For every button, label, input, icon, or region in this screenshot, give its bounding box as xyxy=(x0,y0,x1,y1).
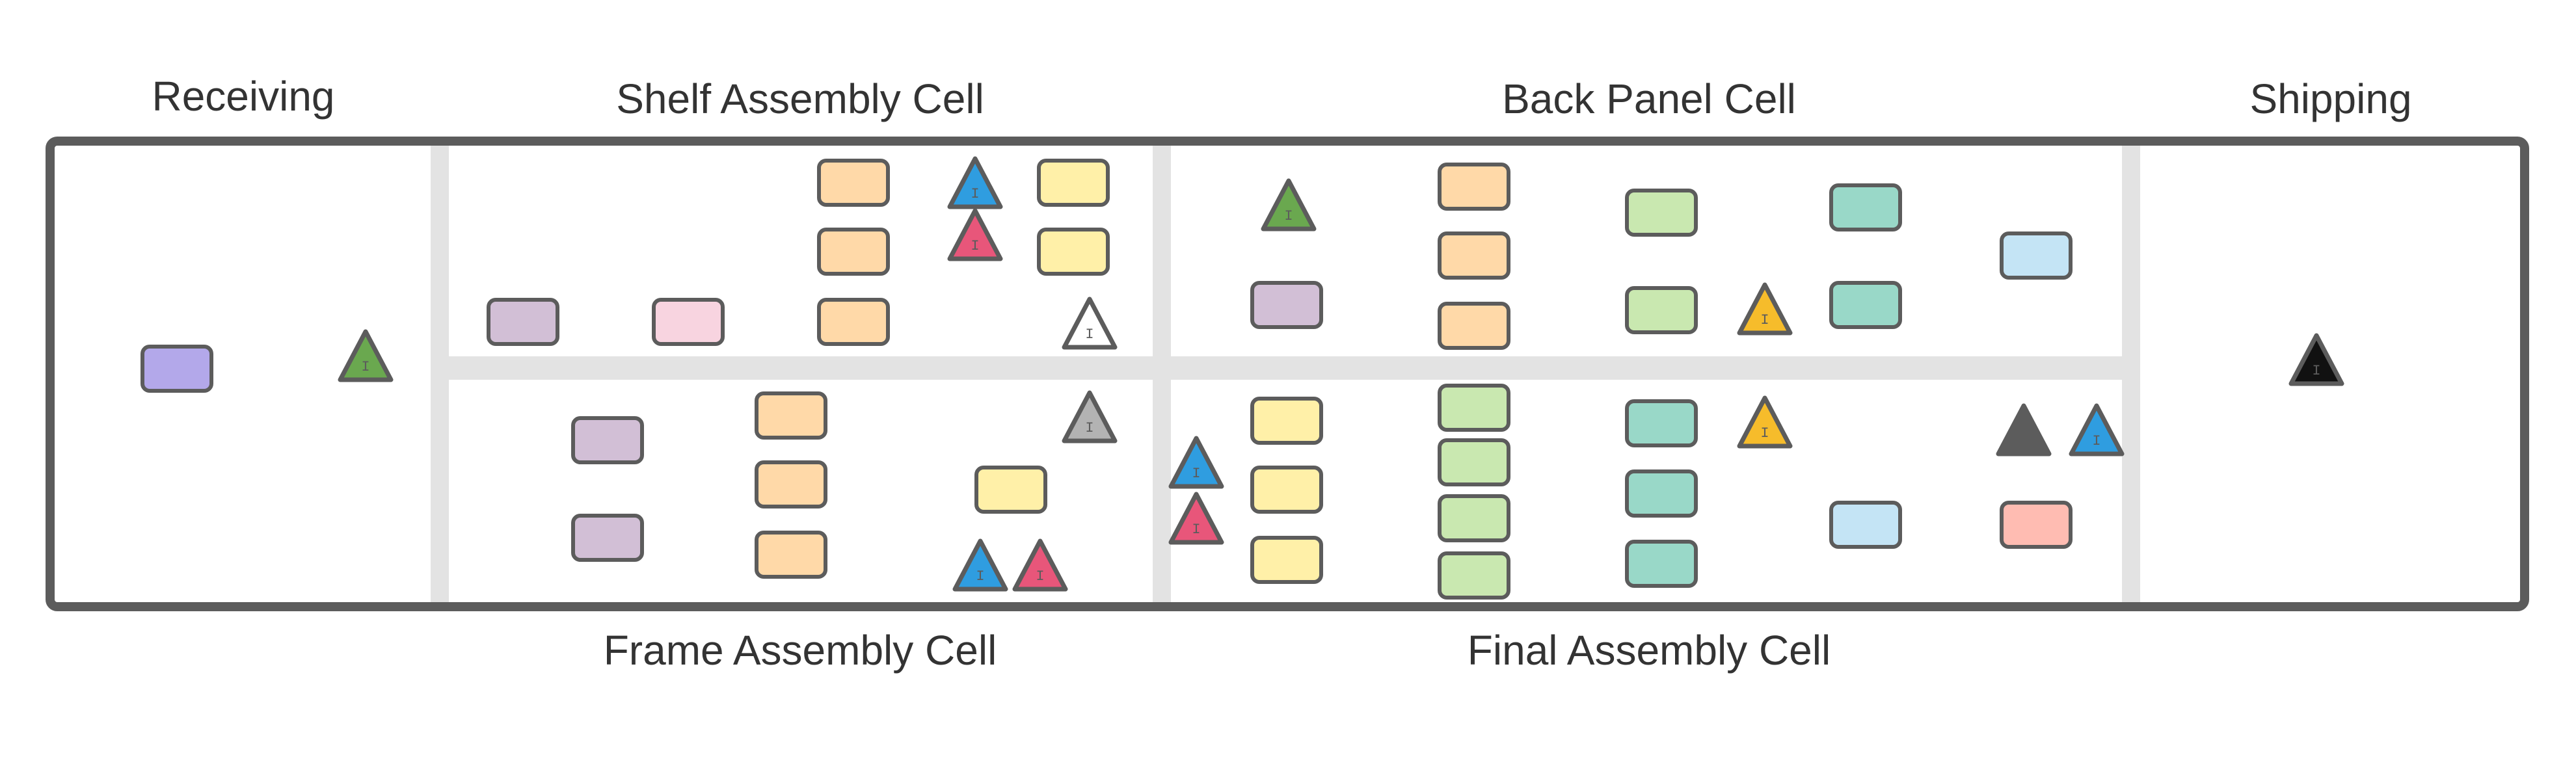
back-panel-station xyxy=(1625,286,1698,334)
inventory-triangle-icon: I xyxy=(947,208,1003,261)
final-station xyxy=(1625,399,1698,447)
inventory-triangle-icon: I xyxy=(2288,333,2344,386)
svg-text:I: I xyxy=(1085,326,1093,343)
shelf-station xyxy=(1037,228,1110,276)
shipping-label: Shipping xyxy=(2249,75,2412,122)
inventory-triangle-icon: I xyxy=(1062,390,1118,443)
inventory-triangle-icon: I xyxy=(952,538,1008,592)
back-panel-cell-label: Back Panel Cell xyxy=(1502,75,1796,122)
svg-text:I: I xyxy=(1760,312,1769,328)
final-station xyxy=(1438,384,1510,432)
aisle-horizontal xyxy=(449,356,2122,380)
final-station xyxy=(1438,551,1510,600)
svg-text:I: I xyxy=(1036,568,1044,585)
final-assembly-cell-label: Final Assembly Cell xyxy=(1467,627,1831,674)
shelf-assembly-cell-label: Shelf Assembly Cell xyxy=(616,75,984,122)
frame-station xyxy=(974,466,1047,514)
svg-text:I: I xyxy=(2312,363,2320,379)
inventory-triangle-icon: I xyxy=(1737,282,1793,336)
inventory-triangle-icon: I xyxy=(1261,178,1317,231)
inventory-triangle-icon: I xyxy=(1062,297,1118,350)
shelf-station xyxy=(817,159,890,207)
inventory-triangle-icon: I xyxy=(2069,403,2125,456)
svg-text:I: I xyxy=(976,568,984,585)
svg-text:I: I xyxy=(361,359,369,375)
inventory-triangle-icon: I xyxy=(1168,436,1224,489)
shelf-station xyxy=(817,228,890,276)
back-panel-station xyxy=(1250,281,1323,329)
inventory-triangle-icon: I xyxy=(338,329,394,382)
back-panel-station xyxy=(1438,163,1510,211)
final-station xyxy=(1829,501,1902,549)
back-panel-station xyxy=(1829,183,1902,231)
svg-text:I: I xyxy=(1192,522,1200,538)
inventory-triangle-icon: I xyxy=(1168,492,1224,545)
frame-station xyxy=(571,416,644,464)
final-station xyxy=(2000,501,2073,549)
final-station xyxy=(1625,540,1698,588)
aisle-shipping-divider xyxy=(2122,144,2140,605)
inventory-triangle-icon xyxy=(1996,403,2052,456)
aisle-receiving-divider xyxy=(431,144,449,605)
shelf-station xyxy=(652,298,725,346)
final-station xyxy=(1438,438,1510,486)
back-panel-station xyxy=(2000,231,2073,280)
svg-text:I: I xyxy=(971,186,979,202)
final-station xyxy=(1438,494,1510,542)
shelf-station xyxy=(817,298,890,346)
final-station xyxy=(1250,536,1323,584)
svg-text:I: I xyxy=(1192,466,1200,482)
frame-station xyxy=(755,391,827,440)
svg-text:I: I xyxy=(1085,420,1093,436)
inventory-triangle-icon: I xyxy=(1012,538,1068,592)
svg-text:I: I xyxy=(1760,425,1769,442)
back-panel-station xyxy=(1438,302,1510,350)
final-station xyxy=(1250,466,1323,514)
facility-outline xyxy=(46,137,2529,611)
inventory-triangle-icon: I xyxy=(947,156,1003,209)
svg-text:I: I xyxy=(1284,208,1293,224)
receiving-station xyxy=(141,345,213,393)
shelf-station xyxy=(487,298,559,346)
svg-text:I: I xyxy=(971,238,979,254)
svg-text:I: I xyxy=(2092,433,2100,449)
back-panel-station xyxy=(1438,231,1510,280)
receiving-label: Receiving xyxy=(152,73,335,120)
final-station xyxy=(1625,469,1698,518)
final-station xyxy=(1250,397,1323,445)
frame-station xyxy=(755,460,827,508)
inventory-triangle-icon: I xyxy=(1737,395,1793,449)
frame-station xyxy=(755,531,827,579)
back-panel-station xyxy=(1625,189,1698,237)
frame-assembly-cell-label: Frame Assembly Cell xyxy=(603,627,997,674)
back-panel-station xyxy=(1829,281,1902,329)
shelf-station xyxy=(1037,159,1110,207)
frame-station xyxy=(571,514,644,562)
